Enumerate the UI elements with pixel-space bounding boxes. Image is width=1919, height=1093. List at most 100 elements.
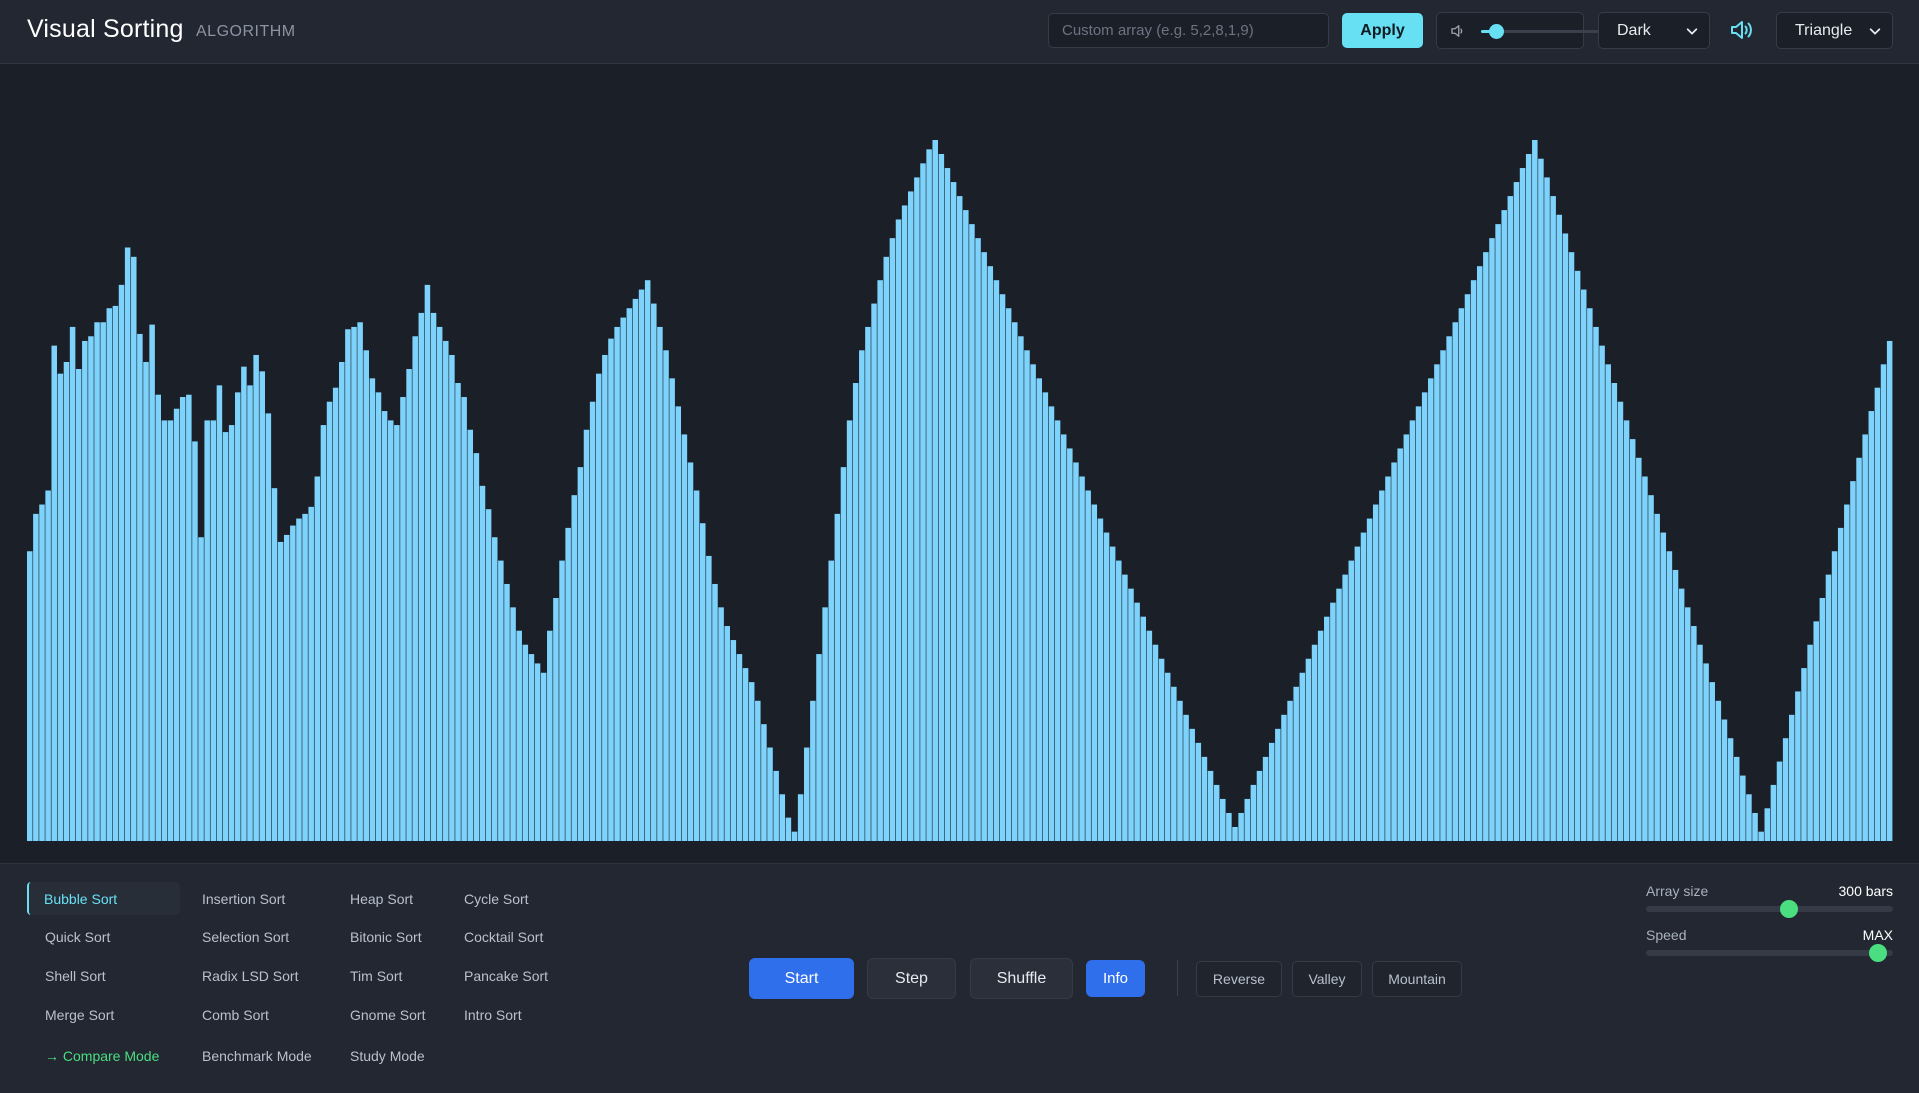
waveform-select[interactable]: Triangle	[1776, 12, 1893, 49]
apply-button[interactable]: Apply	[1342, 13, 1423, 48]
chevron-down-icon	[1686, 28, 1698, 35]
array-bar	[216, 385, 223, 841]
array-bar	[314, 476, 321, 841]
valley-preset-button[interactable]: Valley	[1292, 961, 1362, 997]
algo-cocktail-sort[interactable]: Cocktail Sort	[464, 929, 544, 945]
algo-radix-lsd-sort[interactable]: Radix LSD Sort	[202, 968, 299, 984]
array-bar	[1103, 532, 1110, 841]
array-size-slider-thumb[interactable]	[1780, 900, 1799, 918]
array-bar	[1831, 551, 1838, 841]
array-bar	[1354, 546, 1361, 841]
mountain-preset-button[interactable]: Mountain	[1372, 961, 1462, 997]
array-bar	[1770, 784, 1777, 841]
shuffle-button[interactable]: Shuffle	[970, 958, 1073, 999]
info-button[interactable]: Info	[1086, 960, 1145, 997]
array-bar	[724, 626, 730, 841]
array-bar	[1752, 812, 1758, 841]
algo-heap-sort[interactable]: Heap Sort	[350, 891, 414, 907]
algo-insertion-sort[interactable]: Insertion Sort	[202, 891, 286, 907]
speed-value: MAX	[1862, 927, 1893, 943]
array-bar	[1256, 770, 1263, 841]
array-bar	[1067, 448, 1073, 841]
algo-selection-sort[interactable]: Selection Sort	[202, 929, 290, 945]
array-bar	[247, 385, 253, 841]
array-bar	[51, 345, 57, 841]
algo-cycle-sort[interactable]: Cycle Sort	[464, 891, 529, 907]
array-bar	[1446, 336, 1452, 841]
algo-shell-sort[interactable]: Shell Sort	[45, 968, 106, 984]
benchmark-mode-link[interactable]: Benchmark Mode	[202, 1048, 312, 1064]
compare-mode-link[interactable]: → Compare Mode	[45, 1048, 160, 1064]
array-bar	[1525, 154, 1532, 841]
array-bar	[846, 420, 853, 841]
array-bar	[644, 280, 651, 841]
array-bar	[999, 294, 1006, 841]
algo-gnome-sort[interactable]: Gnome Sort	[350, 1007, 426, 1023]
sound-toggle-icon[interactable]	[1729, 19, 1755, 41]
algo-comb-sort[interactable]: Comb Sort	[202, 1007, 269, 1023]
volume-control	[1436, 12, 1607, 49]
array-bar	[1189, 728, 1195, 841]
study-mode-link[interactable]: Study Mode	[350, 1048, 425, 1064]
speed-slider[interactable]	[1646, 944, 1893, 962]
array-size-slider[interactable]	[1646, 900, 1893, 918]
theme-select[interactable]: Dark	[1598, 12, 1710, 49]
array-bar	[75, 368, 82, 841]
array-bar	[1158, 658, 1165, 841]
array-bar	[1293, 686, 1299, 841]
array-bar	[45, 490, 51, 841]
step-button[interactable]: Step	[867, 958, 956, 999]
array-bar	[449, 354, 455, 841]
array-bar	[1317, 630, 1324, 841]
array-bar	[614, 326, 620, 841]
array-bar	[1868, 411, 1875, 841]
start-button[interactable]: Start	[749, 958, 854, 999]
array-bar	[351, 326, 357, 841]
array-bar	[106, 308, 113, 841]
algo-quick-sort[interactable]: Quick Sort	[45, 929, 111, 945]
algo-bubble-sort[interactable]: Bubble Sort	[27, 882, 180, 915]
algo-bitonic-sort[interactable]: Bitonic Sort	[350, 929, 422, 945]
array-bar	[1556, 214, 1563, 841]
array-bar	[1299, 672, 1306, 841]
array-bar	[1758, 831, 1764, 841]
array-bar	[1617, 401, 1624, 841]
volume-slider-track[interactable]	[1481, 24, 1607, 39]
array-bar	[1201, 756, 1208, 841]
array-bar	[1587, 308, 1593, 841]
array-bar	[1244, 798, 1251, 841]
array-bar	[730, 640, 737, 841]
array-bar	[186, 394, 192, 841]
array-bar	[1746, 794, 1752, 841]
custom-array-input[interactable]	[1048, 13, 1329, 48]
algo-tim-sort[interactable]: Tim Sort	[350, 968, 403, 984]
algo-pancake-sort[interactable]: Pancake Sort	[464, 968, 549, 984]
array-bar	[1122, 574, 1128, 841]
volume-slider-thumb[interactable]	[1489, 24, 1505, 39]
array-bar	[1403, 434, 1410, 841]
array-bar	[406, 368, 412, 841]
array-bar	[204, 420, 210, 841]
array-bar	[1629, 439, 1636, 841]
array-bar	[1648, 495, 1654, 841]
array-bar	[852, 383, 859, 841]
array-bar	[1360, 532, 1367, 841]
array-bar	[687, 462, 694, 841]
array-bar	[124, 247, 131, 841]
array-bar	[1042, 392, 1049, 841]
array-size-label: Array size	[1646, 883, 1709, 899]
array-bar	[296, 518, 302, 841]
array-bar	[424, 284, 431, 841]
array-bar	[1177, 700, 1183, 841]
array-bar	[779, 794, 786, 841]
array-bar	[1391, 462, 1397, 841]
array-bar	[1489, 238, 1495, 841]
volume-low-icon[interactable]	[1449, 22, 1467, 40]
array-bar	[761, 724, 767, 841]
speed-slider-thumb[interactable]	[1869, 944, 1888, 962]
reverse-preset-button[interactable]: Reverse	[1196, 961, 1282, 997]
algo-intro-sort[interactable]: Intro Sort	[464, 1007, 522, 1023]
algo-merge-sort[interactable]: Merge Sort	[45, 1007, 115, 1023]
array-bar	[1024, 350, 1030, 841]
array-bar	[1428, 378, 1434, 841]
